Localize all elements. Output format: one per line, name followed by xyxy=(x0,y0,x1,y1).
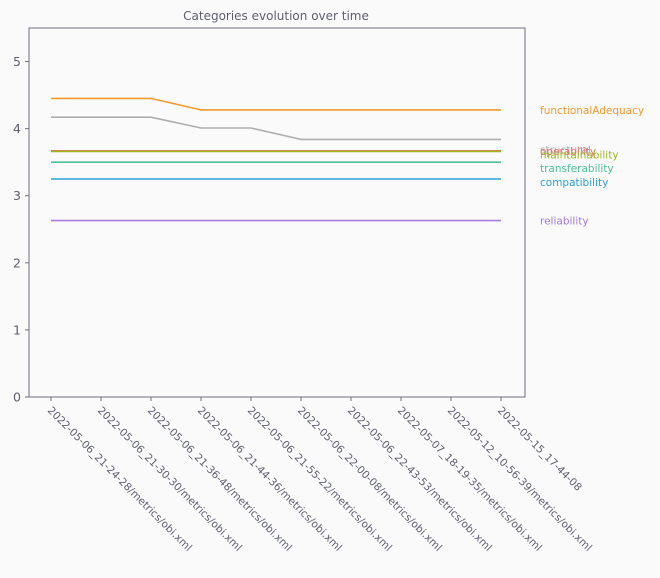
series-label-functionalAdequacy: functionalAdequacy xyxy=(540,105,644,117)
series-label-operability: operability xyxy=(540,146,596,158)
x-tick-label: 2022-05-15_17-44-08 xyxy=(495,405,584,494)
y-tick-label: 2 xyxy=(13,255,21,270)
series-label-structural: structural xyxy=(540,144,591,156)
series-label-transferability: transferability xyxy=(540,163,614,175)
y-tick-label: 4 xyxy=(13,121,21,136)
y-tick-label: 0 xyxy=(13,390,21,405)
series-label-reliability: reliability xyxy=(540,216,589,228)
y-axis: 0 1 2 3 4 5 xyxy=(13,54,29,405)
y-tick-label: 5 xyxy=(13,54,21,69)
chart-title: Categories evolution over time xyxy=(183,9,369,23)
series-labels: functionalAdequacy structuraloperabilitym… xyxy=(540,105,644,228)
series-label-maintainability: maintainability xyxy=(540,149,619,161)
plot-area-frame xyxy=(28,27,526,398)
series-label-compatibility: compatibility xyxy=(540,177,608,189)
series-lines xyxy=(51,97,501,222)
y-tick-label: 1 xyxy=(13,322,21,337)
x-axis: 2022-05-06_21-24-28/metrics/obi.xml2022-… xyxy=(45,397,594,554)
series-line-functionalAdequacy xyxy=(51,97,501,111)
series-line-structural xyxy=(51,116,501,141)
y-tick-label: 3 xyxy=(13,188,21,203)
